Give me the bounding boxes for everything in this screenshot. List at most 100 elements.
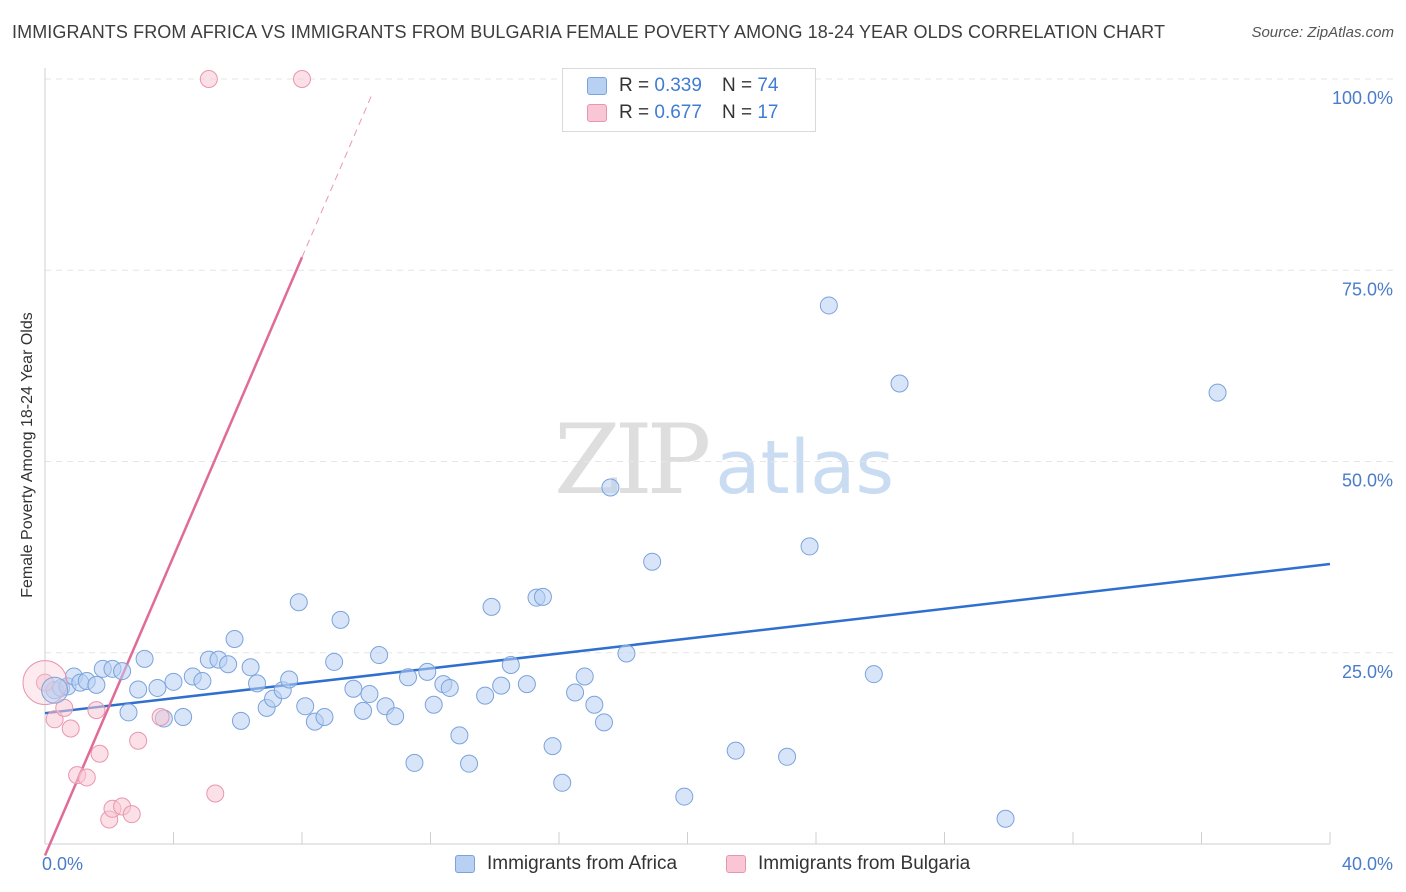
africa-point <box>344 679 363 698</box>
africa-point <box>819 296 838 315</box>
bulgaria-series-name: Immigrants from Bulgaria <box>758 853 971 874</box>
africa-point <box>566 683 585 702</box>
bulgaria-n-label: N = <box>721 102 753 123</box>
series-legend-africa: Immigrants from Africa <box>455 852 677 876</box>
africa-point <box>219 655 238 674</box>
bulgaria-n-value: 17 <box>757 102 779 123</box>
africa-point <box>296 697 315 716</box>
africa-point <box>543 737 562 756</box>
africa-n-label: N = <box>721 75 753 96</box>
africa-point <box>87 675 106 694</box>
bulgaria-trend-line <box>43 256 304 856</box>
bulgaria-point <box>45 710 64 729</box>
africa-series-name: Immigrants from Africa <box>487 853 678 874</box>
legend-row-africa: R = 0.339 N = 74 <box>587 74 778 98</box>
africa-point <box>325 652 344 671</box>
data-points <box>22 70 1227 829</box>
africa-point <box>315 708 334 727</box>
africa-point <box>476 686 495 705</box>
x-tick-label: 40.0% <box>1342 854 1393 874</box>
africa-point <box>370 646 389 665</box>
bulgaria-point <box>61 719 80 738</box>
bulgaria-swatch-icon <box>587 104 607 122</box>
watermark-atlas: atlas <box>715 425 895 511</box>
bulgaria-point <box>206 784 225 803</box>
africa-point <box>800 537 819 556</box>
bulgaria-legend-icon <box>726 855 746 873</box>
y-tick-label: 25.0% <box>1342 662 1393 682</box>
africa-point <box>135 649 154 668</box>
africa-point <box>231 711 250 730</box>
bulgaria-point <box>122 805 141 824</box>
africa-point <box>354 701 373 720</box>
africa-point <box>996 809 1015 828</box>
africa-point <box>440 678 459 697</box>
africa-point <box>119 703 138 722</box>
africa-point <box>533 587 552 606</box>
bulgaria-point <box>293 70 311 88</box>
africa-point <box>148 678 167 697</box>
africa-point <box>289 593 308 612</box>
watermark-zip: ZIP <box>554 404 711 516</box>
africa-point <box>726 741 745 760</box>
africa-point <box>360 685 379 704</box>
africa-point <box>778 747 797 766</box>
africa-point <box>585 695 604 714</box>
correlation-legend: R = 0.339 N = 74 R = 0.677 N = 17 <box>562 68 816 132</box>
africa-point <box>492 676 511 695</box>
axes <box>44 68 1331 845</box>
series-legend-bulgaria: Immigrants from Bulgaria <box>726 852 970 876</box>
source-credit: Source: ZipAtlas.com <box>1251 24 1394 41</box>
africa-r-value: 0.339 <box>654 75 702 96</box>
africa-point <box>225 629 244 648</box>
africa-point <box>594 713 613 732</box>
africa-point <box>424 695 443 714</box>
bulgaria-r-label: R = <box>619 102 650 123</box>
africa-point <box>553 773 572 792</box>
bulgaria-point <box>129 731 148 750</box>
africa-point <box>643 552 662 571</box>
bulgaria-point <box>199 70 218 88</box>
africa-point <box>601 478 620 497</box>
africa-point-cluster <box>41 676 69 704</box>
bulgaria-point <box>90 744 109 763</box>
y-tick-label: 75.0% <box>1342 279 1393 299</box>
africa-point <box>129 680 148 699</box>
africa-point <box>517 675 536 694</box>
chart-title: IMMIGRANTS FROM AFRICA VS IMMIGRANTS FRO… <box>12 22 1166 42</box>
africa-point <box>460 754 479 773</box>
africa-point <box>617 644 636 663</box>
bulgaria-point <box>87 701 106 720</box>
bulgaria-r-value: 0.677 <box>654 102 702 123</box>
x-tick-label: 0.0% <box>42 854 83 874</box>
africa-point <box>482 597 501 616</box>
africa-point <box>418 662 437 681</box>
africa-point <box>248 674 267 693</box>
africa-point <box>864 665 883 684</box>
africa-point <box>1208 383 1227 402</box>
africa-point <box>405 753 424 772</box>
africa-point <box>501 655 520 674</box>
africa-point <box>280 670 299 689</box>
trend-lines <box>43 92 1331 856</box>
africa-point <box>575 667 594 686</box>
africa-point <box>890 374 909 393</box>
watermark: ZIP atlas <box>554 404 894 516</box>
bulgaria-trend-extension <box>301 92 374 258</box>
africa-n-value: 74 <box>757 75 779 96</box>
africa-legend-icon <box>455 855 475 873</box>
legend-row-bulgaria: R = 0.677 N = 17 <box>587 101 778 125</box>
africa-point <box>331 610 350 629</box>
africa-r-label: R = <box>619 75 650 96</box>
tick-labels: 25.0% 50.0% 75.0% 100.0% 0.0% 40.0% <box>42 88 1393 874</box>
africa-point <box>450 726 469 745</box>
africa-point <box>241 658 260 677</box>
africa-point <box>174 708 193 727</box>
y-tick-label: 50.0% <box>1342 471 1393 491</box>
y-tick-label: 100.0% <box>1332 88 1393 108</box>
bulgaria-point <box>151 708 170 727</box>
africa-point <box>386 707 405 726</box>
africa-point <box>113 662 132 681</box>
grid-lines <box>45 78 1394 654</box>
